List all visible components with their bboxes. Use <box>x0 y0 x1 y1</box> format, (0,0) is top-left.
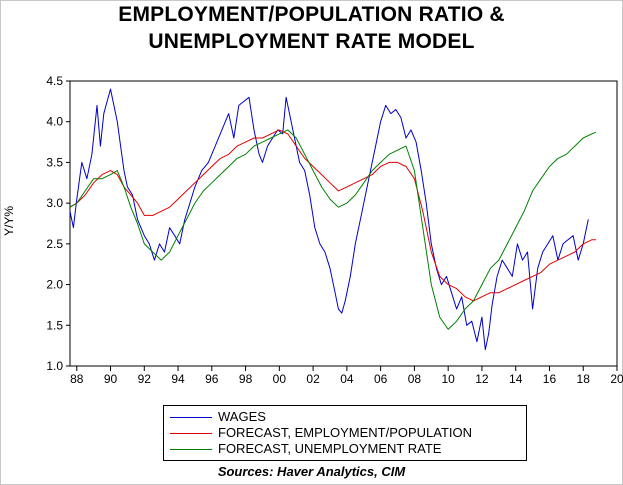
y-tick-label: 1.0 <box>46 359 63 373</box>
plot-area <box>69 80 618 367</box>
y-tick-label: 4.5 <box>46 74 63 88</box>
x-tick-label: 14 <box>509 372 523 386</box>
x-tick-label: 12 <box>475 372 489 386</box>
y-tick-label: 3.5 <box>46 155 63 169</box>
axes <box>66 80 618 371</box>
x-tick-label: 98 <box>239 372 253 386</box>
x-tick-label: 88 <box>70 372 84 386</box>
source-note: Sources: Haver Analytics, CIM <box>217 464 406 479</box>
chart-title-line1: EMPLOYMENT/POPULATION RATIO & <box>118 3 505 26</box>
series-line-forecast-employment-population <box>69 129 596 302</box>
legend: WAGES FORECAST, EMPLOYMENT/POPULATION FO… <box>163 405 527 461</box>
x-tick-label: 94 <box>171 372 185 386</box>
legend-label-wages: WAGES <box>218 409 266 424</box>
y-tick-label: 1.5 <box>46 318 63 332</box>
y-tick-label: 2.0 <box>46 278 63 292</box>
x-tick-label: 92 <box>138 372 152 386</box>
chart-title-line2: UNEMPLOYMENT RATE MODEL <box>148 30 475 53</box>
legend-label-employment-population: FORECAST, EMPLOYMENT/POPULATION <box>218 425 473 440</box>
y-tick-labels: 1.0 1.5 2.0 2.5 3.0 3.5 4.0 4.5 <box>46 74 63 373</box>
x-tick-label: 10 <box>441 372 455 386</box>
y-tick-label: 4.0 <box>46 115 63 129</box>
legend-swatch-wages <box>170 417 212 418</box>
x-tick-label: 02 <box>306 372 320 386</box>
x-tick-label: 04 <box>340 372 354 386</box>
x-tick-label: 90 <box>104 372 118 386</box>
x-tick-label: 96 <box>205 372 219 386</box>
x-tick-label: 06 <box>374 372 388 386</box>
x-tick-labels: 88 90 92 94 96 98 00 02 04 06 08 10 12 14 16 18 20 <box>70 372 623 386</box>
series-line-forecast-unemployment-rate <box>69 129 597 330</box>
line-chart: 1.0 1.5 2.0 2.5 3.0 3.5 4.0 4.5 88 90 92 94 96 98 00 0… <box>46 74 623 386</box>
y-tick-label: 3.0 <box>46 196 63 210</box>
legend-swatch-employment-population <box>170 433 212 434</box>
x-tick-label: 20 <box>610 372 623 386</box>
x-tick-label: 16 <box>543 372 557 386</box>
series-line-wages <box>69 88 589 351</box>
legend-swatch-unemployment-rate <box>170 449 212 450</box>
legend-label-unemployment-rate: FORECAST, UNEMPLOYMENT RATE <box>218 441 442 456</box>
y-tick-label: 2.5 <box>46 237 63 251</box>
x-tick-label: 00 <box>273 372 287 386</box>
series-lines <box>69 88 597 351</box>
x-tick-label: 18 <box>577 372 591 386</box>
x-tick-label: 08 <box>408 372 422 386</box>
